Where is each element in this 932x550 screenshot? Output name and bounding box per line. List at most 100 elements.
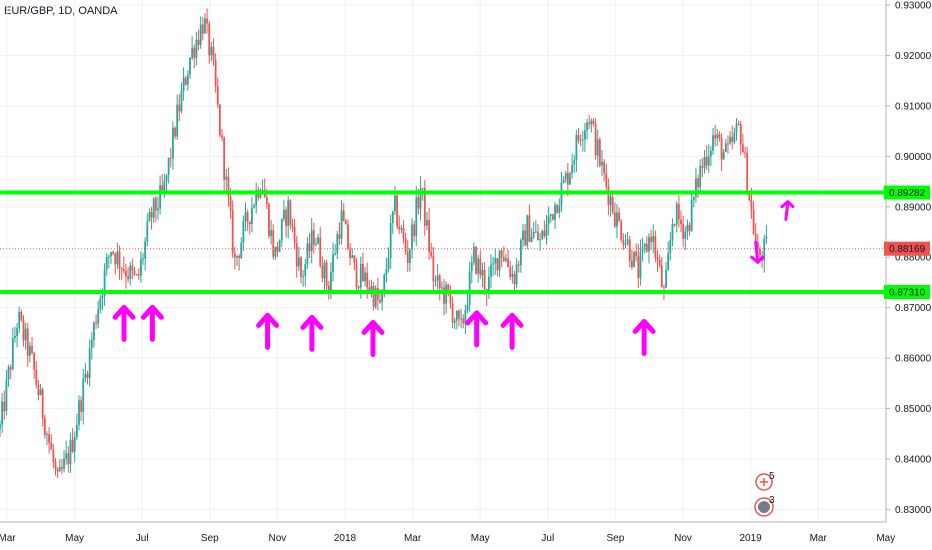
candle-body <box>280 219 283 241</box>
candle-body <box>193 47 196 59</box>
badge-count[interactable]: 5 <box>769 471 775 482</box>
candles <box>0 8 768 478</box>
candle-body <box>626 239 629 244</box>
candle-body <box>41 389 44 419</box>
candle-body <box>110 251 112 257</box>
candle-body <box>212 47 215 60</box>
candle-body <box>125 270 127 277</box>
time-axis[interactable]: Mar May Jul Sep Nov 2018 Mar May Jul Sep Nov 2019 Ma… <box>0 521 895 544</box>
candle-body <box>543 231 546 237</box>
candle-body <box>52 449 55 462</box>
candle-body <box>526 215 529 246</box>
arrow-head <box>780 200 795 209</box>
candle-body <box>663 287 665 289</box>
candle-body <box>176 104 179 137</box>
y-tick-label: 0.89000 <box>895 202 932 213</box>
candle-body <box>622 239 625 245</box>
candle-body <box>310 230 313 251</box>
candle-body <box>114 253 117 265</box>
y-tick-label: 0.83000 <box>895 505 932 516</box>
candle-body <box>669 240 672 254</box>
candle-body <box>391 211 394 223</box>
candle-body <box>35 369 38 385</box>
x-tick-label: Mar <box>810 533 828 544</box>
candle-body <box>172 127 174 159</box>
candle-body <box>616 212 618 227</box>
level-price-label: 0.87310 <box>889 288 926 299</box>
candle-body <box>517 264 520 266</box>
candle-body <box>116 251 119 265</box>
badge-count[interactable]: 3 <box>769 495 775 506</box>
candle-body <box>677 203 680 220</box>
candle-body <box>283 209 285 220</box>
candle-body <box>534 231 537 233</box>
candle-body <box>423 188 426 226</box>
x-tick-label: May <box>876 533 895 544</box>
level-price-tag <box>884 285 930 300</box>
price-axis[interactable]: 0.93000 0.92000 0.91000 0.90000 0.89000 0.880… <box>885 0 932 522</box>
candle-body <box>101 295 104 298</box>
candle-body <box>417 197 420 209</box>
candle-body <box>426 220 428 226</box>
event-badge-icon[interactable]: 5 <box>755 471 775 491</box>
candle-body <box>135 274 138 276</box>
candle-body <box>571 164 574 173</box>
candle-body <box>477 258 480 274</box>
candle-body <box>458 310 460 319</box>
candle-body <box>287 200 290 227</box>
badge-inner[interactable] <box>758 501 770 513</box>
candle-body <box>453 320 456 323</box>
price-tags: 0.89282 0.87310 0.88169 <box>884 185 930 300</box>
arrow-head <box>750 255 765 264</box>
candle-body <box>338 234 341 239</box>
candle-body <box>554 204 556 220</box>
candle-body <box>650 236 653 243</box>
candle-body <box>56 469 59 472</box>
candle-body <box>487 276 490 294</box>
candle-body <box>272 230 275 257</box>
candle-body <box>588 122 591 125</box>
candle-body <box>214 59 217 87</box>
candle-body <box>359 263 362 288</box>
candle-body <box>137 274 140 276</box>
candle-body <box>218 104 221 136</box>
candle-body <box>750 199 753 210</box>
annotation-arrows <box>112 200 795 357</box>
earnings-badge-icon[interactable]: 3 <box>754 495 775 517</box>
candle-body <box>667 253 670 270</box>
candle-body <box>594 123 597 156</box>
candle-body <box>11 338 14 370</box>
candle-body <box>539 239 542 241</box>
candle-body <box>206 18 208 24</box>
candle-body <box>293 226 296 243</box>
candle-body <box>300 257 302 277</box>
candle-body <box>97 309 100 324</box>
candle-body <box>577 135 580 141</box>
candle-body <box>150 212 153 218</box>
candle-body <box>573 160 576 165</box>
candle-body <box>645 243 648 252</box>
candle-body <box>14 335 16 339</box>
candle-body <box>355 262 358 288</box>
candle-body <box>37 384 40 396</box>
symbol-title: EUR/GBP, 1D, OANDA <box>4 5 118 17</box>
candle-body <box>161 185 164 191</box>
candle-body <box>735 123 738 133</box>
candle-body <box>744 152 746 154</box>
candle-body <box>334 253 337 255</box>
candle-body <box>120 268 123 270</box>
candle-body <box>103 269 106 296</box>
candle-body <box>75 424 78 438</box>
indicator-badges[interactable]: 53 <box>754 471 775 517</box>
candle-body <box>210 47 213 56</box>
candle-body <box>242 221 245 243</box>
arrow-head <box>465 310 489 326</box>
candle-body <box>73 437 76 452</box>
candle-body <box>186 74 189 85</box>
candle-body <box>592 120 595 124</box>
x-tick-label: Nov <box>674 533 692 544</box>
candle-body <box>340 210 343 239</box>
candle-body <box>366 272 369 288</box>
candle-body <box>455 310 458 321</box>
